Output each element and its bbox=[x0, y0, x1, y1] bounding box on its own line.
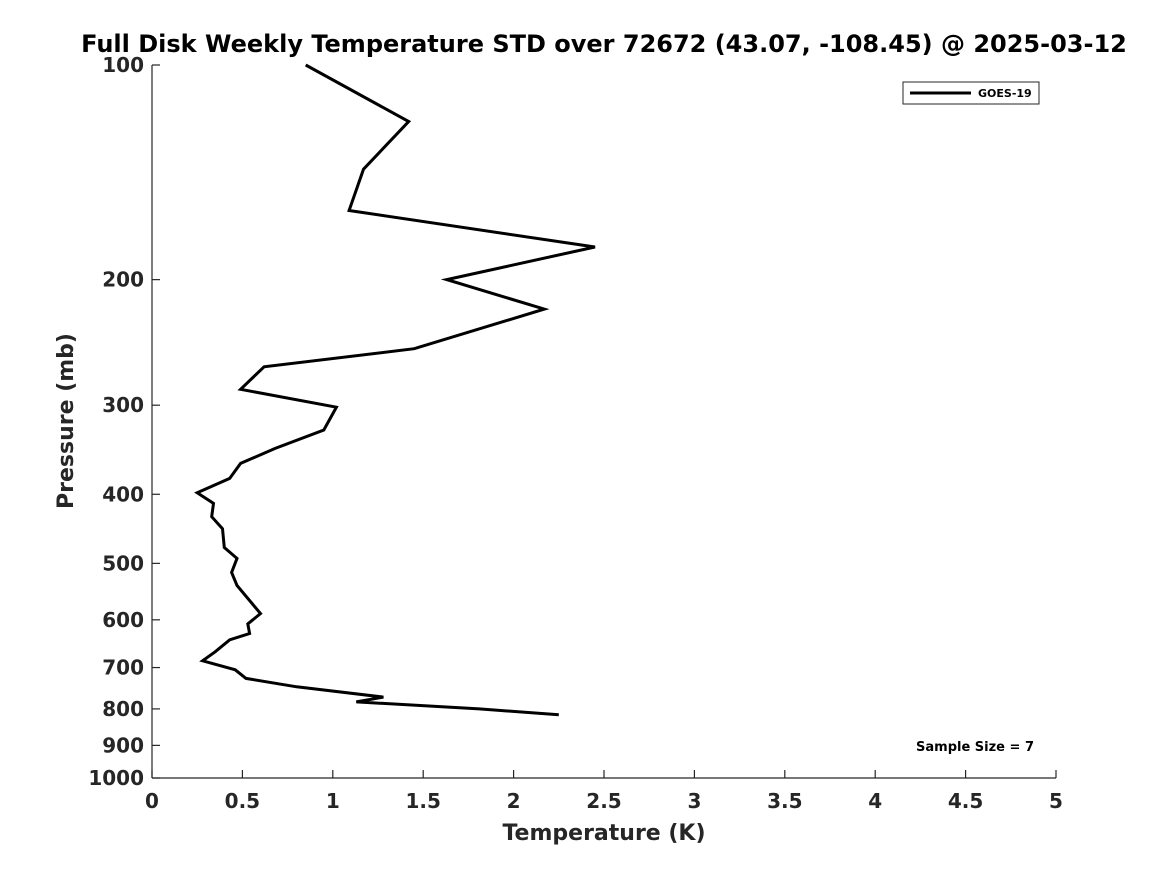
x-axis-label: Temperature (K) bbox=[502, 821, 705, 846]
x-ticks: 0 0.5 1 1.5 2 2.5 3 3.5 4 4.5 5 bbox=[145, 770, 1063, 813]
x-tick-label: 4.5 bbox=[948, 789, 983, 813]
y-tick-label: 1000 bbox=[88, 766, 144, 790]
x-tick-label: 3 bbox=[687, 789, 701, 813]
y-tick-label: 300 bbox=[102, 393, 144, 417]
x-tick-label: 3.5 bbox=[767, 789, 802, 813]
legend: GOES-19 bbox=[902, 81, 1040, 105]
y-tick-label: 900 bbox=[102, 733, 144, 757]
plot-axes bbox=[151, 65, 1056, 779]
y-tick-label: 100 bbox=[102, 53, 144, 77]
y-axis-label: Pressure (mb) bbox=[54, 333, 79, 509]
y-tick-label: 400 bbox=[102, 482, 144, 506]
y-tick-label: 200 bbox=[102, 268, 144, 292]
x-tick-label: 0 bbox=[145, 789, 159, 813]
y-ticks: 100 200 300 400 500 600 700 800 900 1000 bbox=[88, 53, 160, 790]
x-tick-label: 4 bbox=[868, 789, 882, 813]
chart-title: Full Disk Weekly Temperature STD over 72… bbox=[81, 30, 1127, 58]
x-tick-label: 2 bbox=[507, 789, 521, 813]
y-tick-label: 500 bbox=[102, 551, 144, 575]
x-tick-label: 0.5 bbox=[225, 789, 260, 813]
legend-label: GOES-19 bbox=[978, 87, 1032, 100]
y-tick-label: 600 bbox=[102, 608, 144, 632]
x-tick-label: 1 bbox=[326, 789, 340, 813]
x-tick-label: 1.5 bbox=[405, 789, 440, 813]
y-tick-label: 800 bbox=[102, 697, 144, 721]
series-group bbox=[194, 63, 596, 717]
x-tick-label: 2.5 bbox=[586, 789, 621, 813]
series-line-goes-19 bbox=[194, 63, 596, 717]
sample-size-annotation: Sample Size = 7 bbox=[916, 740, 1034, 755]
y-tick-label: 700 bbox=[102, 656, 144, 680]
x-tick-label: 5 bbox=[1049, 789, 1063, 813]
